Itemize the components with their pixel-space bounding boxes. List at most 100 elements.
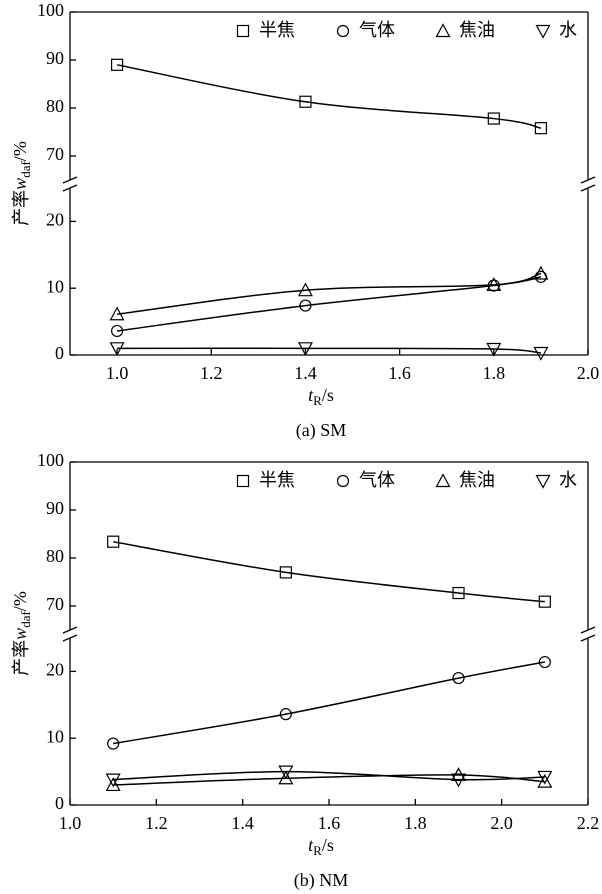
legend-label: 气体 [359, 20, 395, 41]
x-label-unit: /s [322, 835, 334, 855]
series-line [116, 272, 542, 315]
marker-triangle-down [297, 342, 313, 357]
y-label-var: w [10, 178, 30, 190]
axis-break [62, 626, 78, 634]
y-tick-label: 100 [37, 450, 64, 470]
marker-triangle-down [535, 24, 551, 39]
marker-triangle-up [278, 770, 294, 785]
marker-square [236, 474, 250, 488]
x-tick-label: 1.6 [388, 363, 411, 383]
legend-label: 水 [559, 470, 577, 491]
y-tick-label: 10 [46, 276, 64, 296]
y-tick-label: 20 [46, 210, 64, 230]
axis-break [580, 634, 596, 642]
series-line [113, 661, 545, 745]
axis-break [62, 184, 78, 192]
x-tick-label: 2.0 [490, 813, 513, 833]
legend-label: 焦油 [459, 470, 495, 491]
legend-label: 半焦 [259, 20, 295, 41]
legend-label: 水 [559, 20, 577, 41]
caption: (a) SM [296, 420, 347, 441]
y-tick-label: 80 [46, 546, 64, 566]
marker-triangle-up [109, 306, 125, 321]
series-line [116, 64, 542, 129]
x-axis-label: tR/s [308, 835, 334, 858]
series-line [113, 540, 545, 603]
x-tick-label: 1.8 [483, 363, 506, 383]
legend-label: 焦油 [459, 20, 495, 41]
y-tick-label: 70 [46, 144, 64, 164]
x-tick-label: 2.2 [577, 813, 600, 833]
marker-square [452, 586, 465, 600]
y-tick-label: 100 [37, 0, 64, 20]
axis-break [62, 176, 78, 184]
axis-break [580, 184, 596, 192]
x-tick-label: 1.8 [404, 813, 427, 833]
axis-break [62, 634, 78, 642]
marker-triangle-up [435, 473, 451, 488]
y-label-sub: daf [18, 161, 33, 178]
marker-square [487, 112, 500, 125]
marker-circle [299, 299, 312, 312]
x-axis-label: tR/s [308, 385, 334, 408]
x-tick-label: 1.0 [106, 363, 129, 383]
marker-triangle-down [109, 342, 125, 357]
y-tick-label: 80 [46, 96, 64, 116]
series-line [113, 774, 545, 786]
marker-circle [336, 24, 350, 38]
marker-triangle-up [435, 23, 451, 38]
x-tick-label: 1.2 [200, 363, 223, 383]
x-tick-label: 1.0 [59, 813, 82, 833]
marker-square [538, 595, 551, 608]
marker-triangle-up [297, 282, 313, 297]
y-label-sub: daf [18, 611, 33, 628]
axis-break [580, 626, 596, 634]
marker-triangle-down [535, 474, 551, 489]
marker-square [110, 58, 124, 71]
x-label-sub: R [313, 843, 322, 858]
marker-triangle-down [486, 342, 502, 357]
y-axis-label: 产率wdaf/% [10, 141, 33, 226]
y-label-text: 产率 [11, 640, 32, 676]
x-tick-label: 1.4 [294, 363, 317, 383]
marker-square [534, 122, 548, 135]
y-tick-label: 20 [46, 660, 64, 680]
x-tick-label: 2.0 [577, 363, 600, 383]
marker-triangle-up [486, 277, 502, 291]
legend-label: 半焦 [259, 470, 295, 491]
marker-triangle-down [533, 346, 549, 361]
x-label-var: t [308, 385, 314, 405]
y-label-var: w [10, 628, 30, 640]
marker-square [279, 566, 292, 579]
y-label-unit: /% [10, 591, 30, 611]
marker-triangle-up [533, 265, 549, 280]
x-tick-label: 1.2 [145, 813, 168, 833]
x-label-var: t [308, 835, 314, 855]
caption: (b) NM [294, 870, 349, 891]
y-label-unit: /% [10, 141, 30, 161]
y-tick-label: 0 [55, 793, 64, 813]
marker-circle [279, 708, 292, 721]
series-line [117, 347, 541, 354]
marker-triangle-down [450, 773, 467, 788]
marker-circle [452, 671, 465, 685]
x-label-sub: R [313, 393, 322, 408]
y-tick-label: 90 [46, 498, 64, 518]
y-label-text: 产率 [11, 190, 32, 226]
marker-triangle-down [278, 765, 294, 780]
marker-triangle-up [537, 773, 553, 788]
marker-circle [538, 655, 551, 669]
y-tick-label: 90 [46, 48, 64, 68]
y-axis-label: 产率wdaf/% [10, 591, 33, 676]
marker-triangle-down [105, 773, 121, 788]
x-label-unit: /s [322, 385, 334, 405]
x-tick-label: 1.6 [318, 813, 341, 833]
y-tick-label: 10 [46, 726, 64, 746]
x-tick-label: 1.4 [231, 813, 254, 833]
legend-label: 气体 [359, 470, 395, 491]
y-tick-label: 70 [46, 594, 64, 614]
marker-triangle-down [537, 770, 553, 785]
marker-square [236, 24, 250, 38]
marker-circle [110, 324, 124, 338]
